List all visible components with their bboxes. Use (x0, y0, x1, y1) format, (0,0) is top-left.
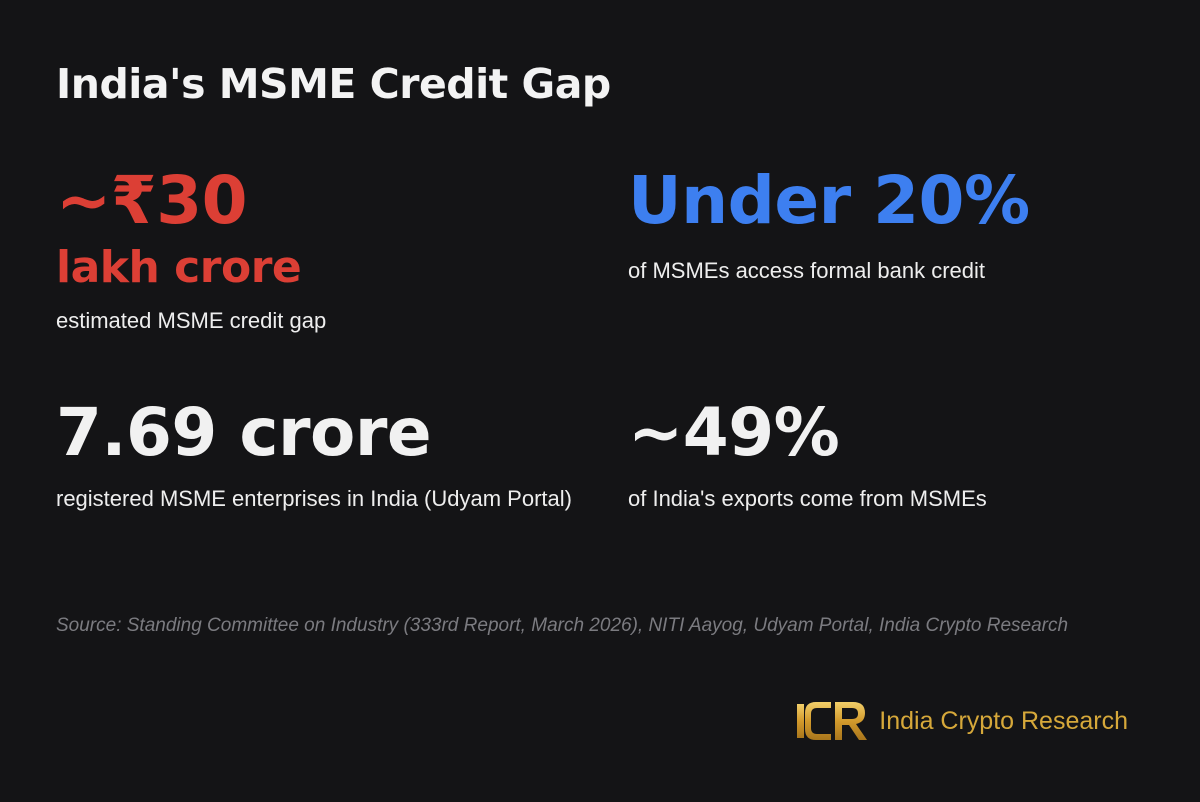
stat-registered-msmes-description: registered MSME enterprises in India (Ud… (56, 486, 572, 511)
brand-block: India Crypto Research (795, 700, 1128, 742)
brand-name: India Crypto Research (879, 706, 1128, 735)
stat-export-share: ~49% of India's exports come from MSMEs (628, 393, 1168, 514)
stat-credit-gap: ~₹30 lakh crore estimated MSME credit ga… (56, 163, 576, 336)
source-note: Source: Standing Committee on Industry (… (56, 615, 1069, 636)
page-title: India's MSME Credit Gap (56, 60, 611, 108)
stat-credit-gap-value: ~₹30 (56, 162, 248, 239)
stat-bank-credit-access: Under 20% of MSMEs access formal bank cr… (628, 163, 1188, 286)
stat-export-share-description: of India's exports come from MSMEs (628, 486, 987, 511)
stat-credit-gap-unit: lakh crore (56, 242, 302, 293)
stat-export-share-value: ~49% (628, 394, 840, 471)
icr-logo-icon (797, 702, 868, 740)
stat-registered-msmes: 7.69 crore registered MSME enterprises i… (56, 393, 576, 514)
stat-registered-msmes-value: 7.69 crore (56, 394, 432, 471)
stat-bank-credit-access-description: of MSMEs access formal bank credit (628, 258, 986, 283)
stat-bank-credit-access-value: Under 20% (628, 162, 1030, 239)
stat-credit-gap-description: estimated MSME credit gap (56, 308, 327, 333)
